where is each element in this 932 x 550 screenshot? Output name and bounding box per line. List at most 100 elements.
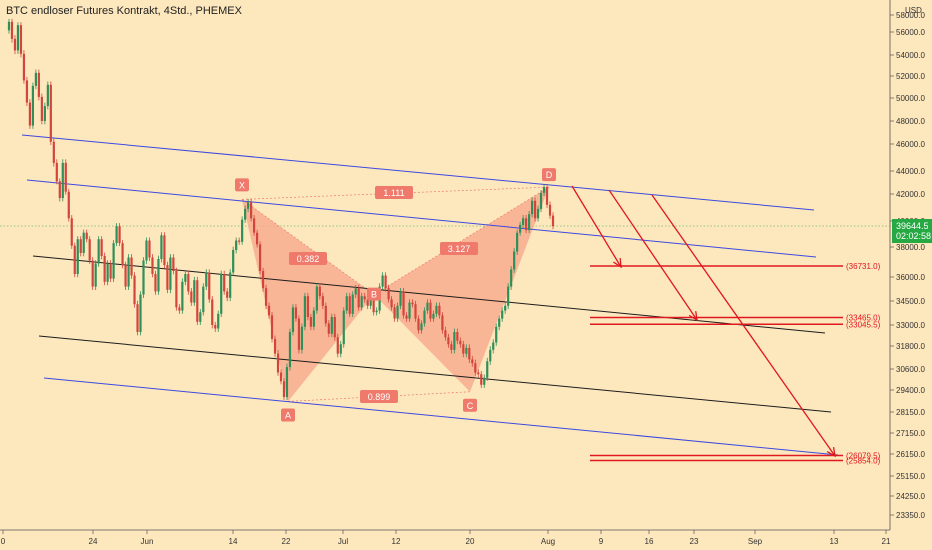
candle-body bbox=[103, 256, 106, 282]
candle-body bbox=[172, 257, 175, 271]
ratio-label-2: 0.899 bbox=[368, 392, 391, 402]
candle-body bbox=[489, 349, 492, 362]
candle-body bbox=[417, 318, 420, 331]
y-tick-label: 50000.0 bbox=[896, 94, 925, 103]
candle-body bbox=[76, 239, 79, 274]
candle-body bbox=[366, 299, 369, 306]
candle-body bbox=[519, 224, 522, 233]
y-tick-label: 52000.0 bbox=[896, 72, 925, 81]
y-tick-label: 25150.0 bbox=[896, 472, 925, 481]
candle-body bbox=[456, 332, 459, 341]
candle-body bbox=[67, 191, 70, 219]
y-tick-label: 28150.0 bbox=[896, 408, 925, 417]
y-tick-label: 46000.0 bbox=[896, 140, 925, 149]
candle-body bbox=[37, 72, 40, 97]
candle-body bbox=[548, 204, 552, 216]
candle-body bbox=[226, 291, 229, 298]
candle-body bbox=[85, 232, 88, 240]
candle-body bbox=[255, 232, 259, 245]
channel-line-1 bbox=[21, 134, 815, 211]
x-tick-label: 21 bbox=[882, 537, 891, 546]
candle-body bbox=[235, 240, 238, 250]
candle-body bbox=[34, 72, 37, 86]
candle-body bbox=[507, 286, 510, 306]
pattern-point-b: B bbox=[371, 290, 377, 300]
channel-line-2 bbox=[26, 179, 817, 258]
ratio-label-3: 1.111 bbox=[383, 188, 404, 198]
candle-body bbox=[229, 272, 232, 298]
candle-body bbox=[480, 374, 483, 385]
candle-body bbox=[336, 337, 339, 354]
target-label-3: (33045.5) bbox=[846, 320, 881, 329]
pattern-point-c: C bbox=[467, 401, 474, 411]
x-tick-label: 16 bbox=[645, 537, 654, 546]
candle-body bbox=[522, 218, 525, 225]
candle-body bbox=[46, 84, 49, 107]
candle-body bbox=[530, 200, 534, 215]
y-tick-label: 29400.0 bbox=[896, 386, 925, 395]
price-axis-currency: USD bbox=[905, 6, 922, 15]
candle-body bbox=[545, 187, 549, 205]
target-label-2: (33465.0) bbox=[846, 314, 881, 323]
target-label-4: (26079.5) bbox=[846, 452, 881, 461]
x-tick-label: 22 bbox=[282, 537, 291, 546]
projection-arrow-head-1 bbox=[613, 257, 622, 269]
candle-body bbox=[154, 274, 157, 292]
projection-arrow-2 bbox=[608, 189, 698, 321]
candle-body bbox=[190, 291, 193, 303]
candle-body bbox=[193, 280, 196, 303]
x-tick-label: Aug bbox=[541, 537, 555, 546]
x-tick-label: 14 bbox=[229, 537, 238, 546]
candle-body bbox=[94, 263, 97, 287]
candle-body bbox=[40, 96, 43, 121]
candle-body bbox=[351, 294, 354, 314]
pattern-point-b-box bbox=[367, 287, 381, 301]
x-tick-label: 0 bbox=[1, 537, 6, 546]
candle-body bbox=[309, 317, 312, 327]
candle-body bbox=[73, 245, 76, 274]
candle-body bbox=[178, 307, 181, 311]
candle-body bbox=[25, 80, 29, 103]
candle-body bbox=[342, 310, 345, 345]
y-tick-label: 36000.0 bbox=[896, 273, 925, 282]
candle-body bbox=[438, 305, 441, 316]
candle-body bbox=[43, 106, 46, 121]
candle-body bbox=[483, 377, 486, 385]
candle-body bbox=[106, 263, 109, 282]
pattern-point-x-box bbox=[235, 178, 249, 192]
channel-line-4 bbox=[38, 335, 832, 413]
candle-body bbox=[61, 162, 64, 199]
candle-body bbox=[539, 192, 543, 209]
y-tick-label: 24250.0 bbox=[896, 492, 925, 501]
y-tick-label: 26150.0 bbox=[896, 450, 925, 459]
pattern-ratio-line-3 bbox=[241, 199, 375, 295]
candle-body bbox=[375, 310, 378, 313]
candle-body bbox=[205, 272, 208, 287]
x-tick-label: 12 bbox=[392, 537, 401, 546]
candle-body bbox=[291, 307, 295, 332]
candle-body bbox=[315, 286, 318, 311]
candle-body bbox=[10, 21, 14, 39]
candle-body bbox=[288, 332, 292, 368]
candle-body bbox=[495, 326, 498, 343]
candle-body bbox=[124, 265, 127, 287]
candle-body bbox=[136, 304, 139, 332]
ratio-label-3-box bbox=[375, 186, 413, 199]
candle-body bbox=[357, 288, 360, 308]
candle-body bbox=[477, 372, 480, 375]
candle-body bbox=[166, 265, 169, 290]
candle-body bbox=[513, 251, 516, 270]
candle-body bbox=[492, 342, 495, 350]
candle-countdown: 02:02:58 bbox=[896, 231, 932, 241]
y-tick-label: 27150.0 bbox=[896, 429, 925, 438]
candle-body bbox=[474, 363, 477, 373]
candle-body bbox=[100, 239, 103, 256]
y-tick-label: 42000.0 bbox=[896, 190, 925, 199]
x-tick-label: Jul bbox=[338, 537, 348, 546]
candle-body bbox=[399, 291, 402, 306]
pattern-point-c-box bbox=[463, 398, 477, 412]
ratio-label-4-box bbox=[440, 242, 478, 255]
candle-body bbox=[300, 326, 304, 350]
candle-body bbox=[223, 274, 226, 292]
